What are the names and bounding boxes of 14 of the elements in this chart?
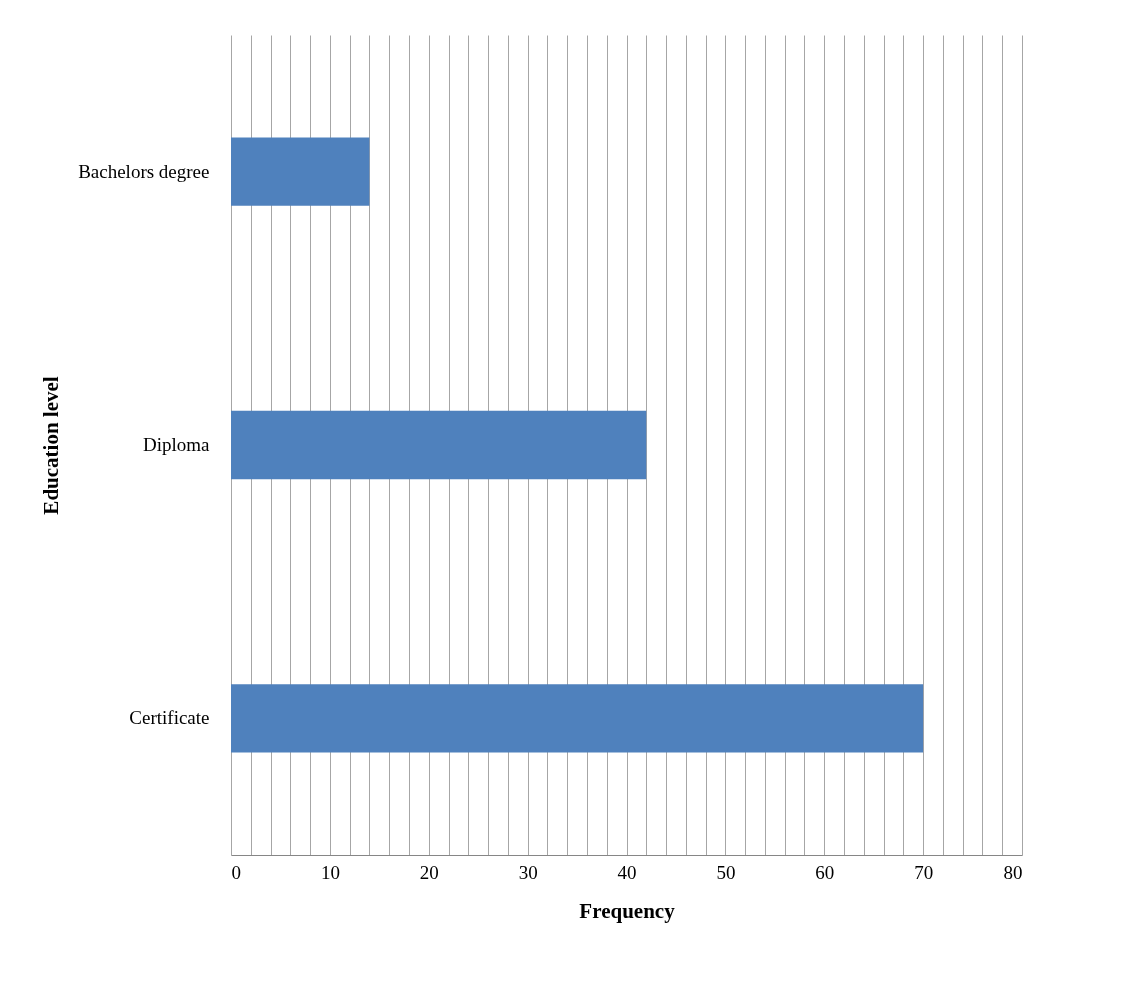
x-tick-label: 70 [914,861,934,883]
x-tick-label: 0 [231,861,241,883]
y-axis-title: Education level [39,376,64,515]
x-tick-label: 10 [320,861,340,883]
x-tick-label: 50 [716,861,736,883]
y-tick-label: Certificate [129,707,210,729]
y-tick-label: Diploma [143,434,211,455]
x-tick-label: 80 [1003,861,1023,883]
x-tick-label: 20 [419,861,439,883]
x-tick-label: 60 [815,861,835,883]
x-tick-label: 30 [518,861,538,883]
x-tick-label: 40 [617,861,637,883]
x-axis-title: Frequency [579,898,676,923]
y-tick-label: Bachelors degree [78,160,210,182]
